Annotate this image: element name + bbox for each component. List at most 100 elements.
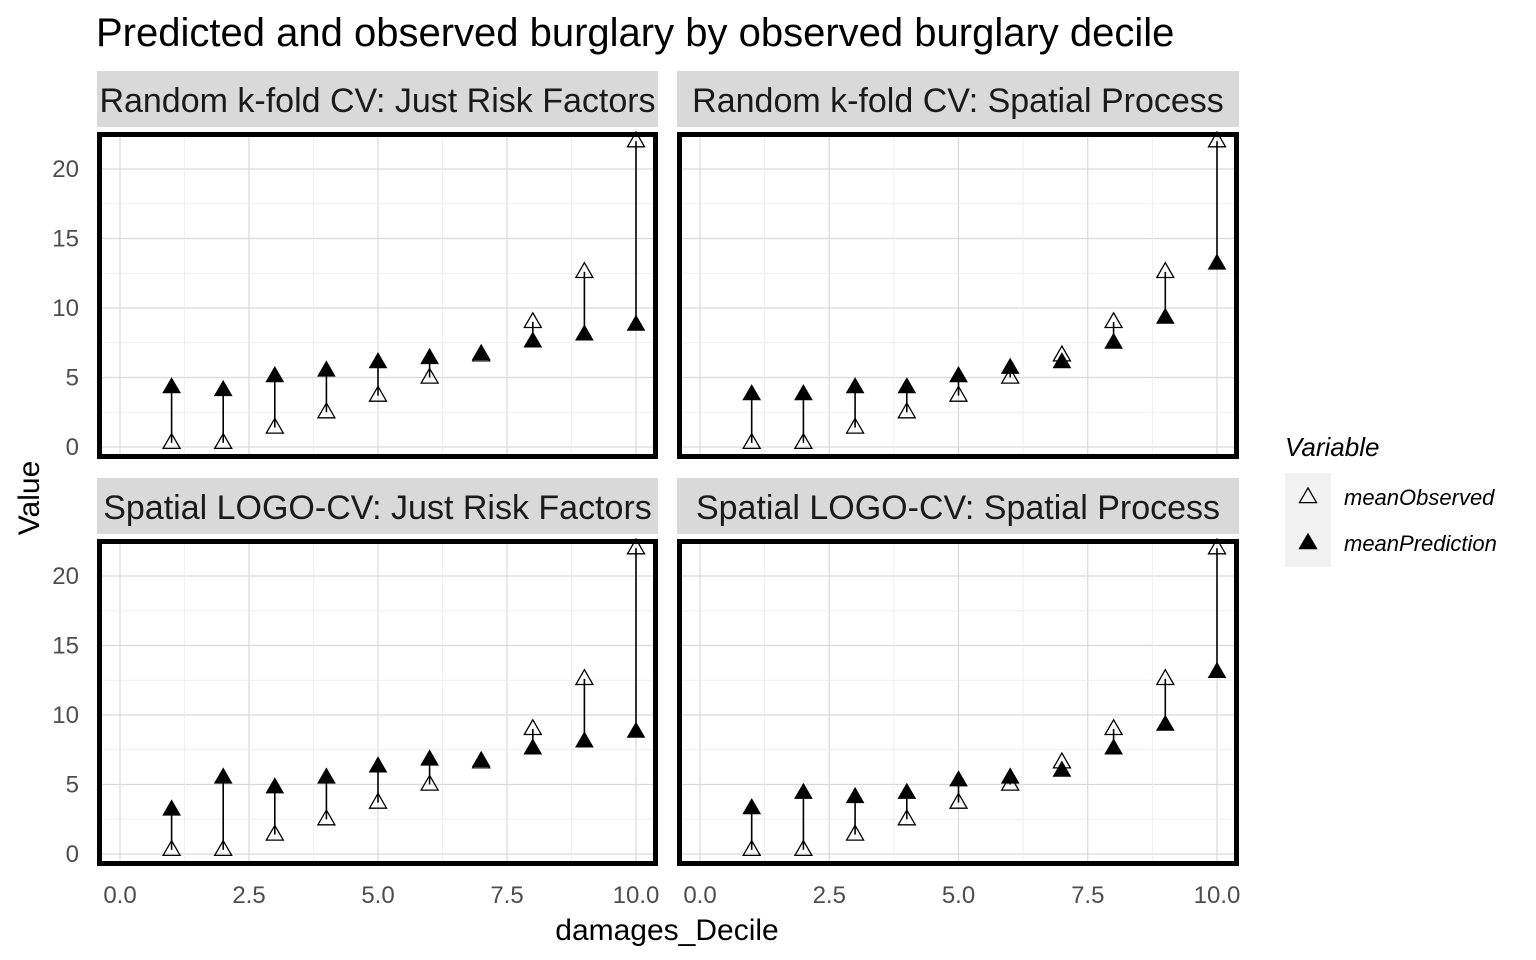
x-tick-label: 2.5 [813, 882, 846, 909]
mean-observed-point [574, 261, 595, 279]
mean-observed-point [742, 839, 762, 857]
x-tick-label: 2.5 [232, 882, 265, 909]
mean-observed-point [793, 839, 814, 857]
mean-observed-point [574, 668, 595, 686]
mean-observed-point [161, 432, 182, 450]
mean-observed-point [523, 311, 543, 329]
mean-prediction-point [368, 352, 388, 369]
mean-prediction-point [1104, 332, 1123, 349]
y-tick-label: 5 [66, 772, 79, 799]
mean-prediction-point [626, 314, 646, 331]
mean-prediction-point [162, 377, 181, 394]
mean-observed-point [1000, 774, 1020, 791]
mean-prediction-point [1000, 357, 1020, 374]
y-tick-label: 10 [52, 295, 79, 322]
panel-border [97, 132, 658, 459]
chart-title: Predicted and observed burglary by obser… [96, 11, 1174, 55]
x-axis-title: damages_Decile [555, 914, 778, 947]
mean-prediction-point [575, 731, 594, 748]
mean-observed-point [1103, 311, 1124, 329]
legend-label-meanPrediction: meanPrediction [1344, 531, 1497, 556]
facet-strip-label: Spatial LOGO-CV: Spatial Process [696, 489, 1220, 527]
mean-prediction-point [213, 767, 233, 784]
panel-border [677, 132, 1239, 459]
mean-observed-point [265, 417, 285, 434]
mean-prediction-point [949, 770, 968, 787]
mean-prediction-point [523, 331, 543, 348]
facet-strip-background [97, 478, 658, 534]
x-tick-label: 7.5 [490, 882, 523, 909]
mean-prediction-point [1207, 661, 1227, 678]
mean-observed-point [419, 774, 440, 791]
facet-strip-background [97, 71, 658, 127]
mean-observed-point [419, 367, 440, 384]
y-tick-label: 10 [52, 702, 79, 729]
mean-observed-point [1000, 367, 1020, 384]
mean-prediction-point [575, 324, 594, 341]
mean-observed-point [1052, 751, 1072, 769]
mean-observed-point [1052, 344, 1072, 362]
y-axis-title: Value [13, 461, 46, 536]
mean-prediction-point [949, 366, 968, 383]
mean-observed-point [1155, 261, 1175, 279]
mean-observed-point [845, 824, 865, 841]
x-tick-label: 10.0 [1194, 882, 1241, 909]
mean-prediction-point [742, 798, 762, 815]
facet-panel-3: Spatial LOGO-CV: Just Risk Factors 0 5 10 15… [52, 478, 659, 909]
panel-border [97, 539, 658, 866]
mean-prediction-point [420, 749, 439, 766]
mean-observed-point [523, 718, 543, 736]
mean-observed-point [793, 432, 814, 450]
mean-prediction-point [471, 343, 491, 360]
mean-prediction-point [471, 750, 491, 767]
mean-prediction-point [265, 366, 285, 383]
facet-strip-background [677, 71, 1239, 127]
mean-prediction-point [1155, 307, 1175, 324]
mean-prediction-point [626, 721, 646, 738]
y-tick-label: 20 [52, 563, 79, 590]
mean-prediction-point [1052, 760, 1072, 777]
facet-strip-label: Spatial LOGO-CV: Just Risk Factors [103, 489, 652, 527]
mean-prediction-point [213, 379, 233, 397]
mean-prediction-point [1155, 714, 1175, 731]
facet-strip-label: Random k-fold CV: Just Risk Factors [99, 82, 655, 120]
mean-observed-point [1155, 668, 1175, 686]
facet-panel-1: Random k-fold CV: Just Risk Factors 0 5 10 1… [52, 71, 658, 461]
mean-observed-point [845, 417, 865, 434]
mean-observed-point [1207, 537, 1227, 555]
mean-prediction-point [420, 347, 439, 365]
mean-observed-point [213, 839, 233, 857]
mean-observed-point [897, 401, 917, 419]
mean-prediction-point [845, 786, 865, 804]
mean-prediction-point [1207, 253, 1227, 270]
y-tick-label: 15 [52, 633, 79, 660]
legend-entries: meanObserved meanPrediction [1298, 485, 1497, 556]
legend-key-observed [1298, 486, 1318, 504]
legend-title: Variable [1285, 432, 1379, 462]
mean-prediction-point [794, 384, 813, 401]
mean-observed-point [1207, 130, 1227, 148]
mean-prediction-point [265, 777, 285, 794]
mean-prediction-point [368, 756, 388, 773]
legend-label-meanObserved: meanObserved [1344, 485, 1495, 510]
mean-observed-point [1103, 718, 1124, 736]
y-tick-label: 5 [66, 365, 79, 392]
x-tick-label: 5.0 [361, 882, 394, 909]
facet-grid: Random k-fold CV: Just Risk Factors 0 5 10 1… [52, 71, 1240, 909]
x-tick-label: 7.5 [1071, 882, 1104, 909]
mean-observed-point [897, 808, 917, 826]
mean-prediction-point [317, 767, 336, 784]
y-tick-label: 0 [66, 841, 79, 868]
mean-prediction-point [794, 782, 813, 799]
x-tick-label: 10.0 [613, 882, 660, 909]
mean-prediction-point [317, 360, 336, 377]
mean-prediction-point [162, 799, 181, 816]
mean-observed-point [742, 432, 762, 450]
x-tick-label: 0.0 [683, 882, 716, 909]
mean-observed-point [316, 808, 337, 826]
mean-observed-point [471, 751, 491, 769]
mean-observed-point [161, 839, 182, 857]
mean-observed-point [265, 824, 285, 841]
mean-prediction-point [897, 377, 917, 394]
